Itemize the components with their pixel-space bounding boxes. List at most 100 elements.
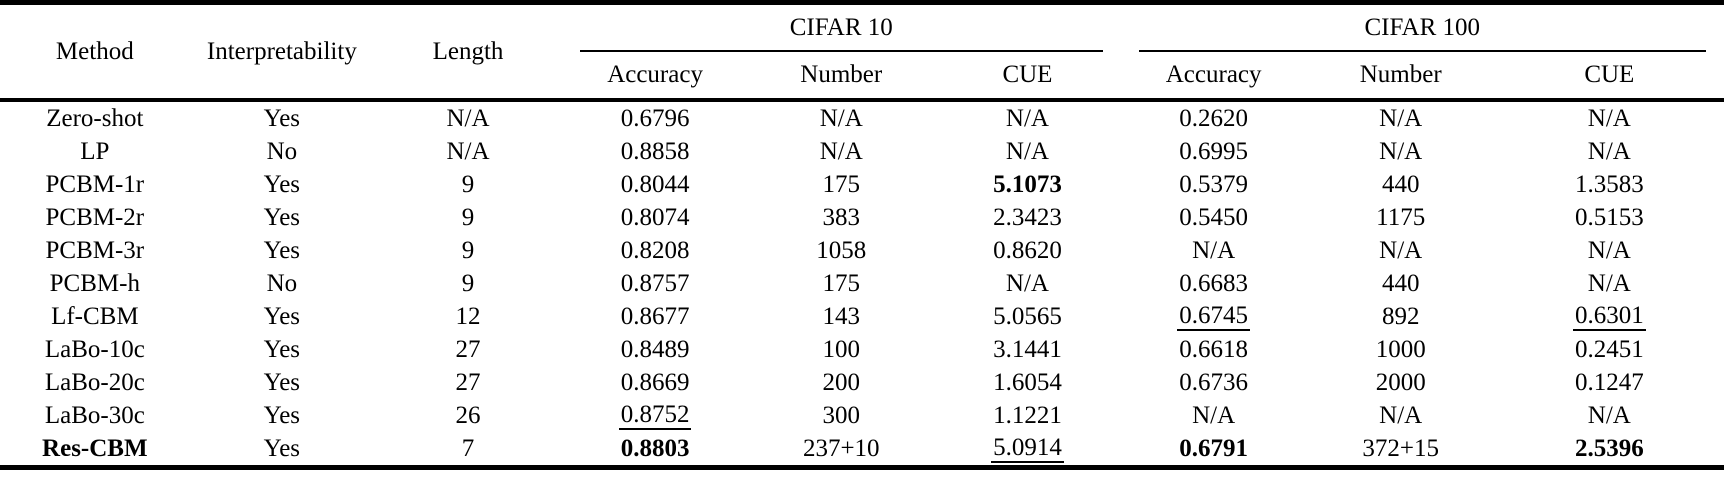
table-cell: PCBM-3r: [0, 234, 190, 267]
cell-value: N/A: [1587, 236, 1631, 264]
cell-value: Yes: [263, 368, 301, 396]
cell-value: Yes: [263, 203, 301, 231]
table-row: LaBo-30c Yes 26 0.8752 300 1.1221 N/A N/A N/A: [0, 399, 1724, 432]
table-cell: LaBo-20c: [0, 366, 190, 399]
cell-value: 0.5379: [1179, 170, 1249, 198]
cell-value: 0.8620: [993, 236, 1062, 264]
table-cell: 1.3583: [1495, 168, 1724, 201]
cell-value: 12: [455, 302, 481, 330]
table-cell: 5.0914: [934, 432, 1121, 470]
table-cell: N/A: [748, 135, 934, 168]
table-row: PCBM-1r Yes 9 0.8044 175 5.1073 0.5379 440 1.358…: [0, 168, 1724, 201]
cell-value: Yes: [263, 302, 301, 330]
table-cell: 0.6618: [1121, 333, 1307, 366]
cell-value: 5.0914: [991, 434, 1064, 463]
table-cell: 100: [748, 333, 934, 366]
table-cell: 892: [1307, 300, 1495, 333]
table-cell: 0.2620: [1121, 100, 1307, 135]
table-cell: N/A: [374, 135, 562, 168]
header-row-metrics: Accuracy Number CUE Accuracy Number CUE: [0, 52, 1724, 102]
cell-value: PCBM-2r: [45, 203, 145, 231]
cell-value: LaBo-30c: [44, 401, 145, 429]
table-cell: N/A: [1307, 135, 1495, 168]
col-header-cifar10-number: Number: [748, 52, 935, 102]
table-cell: 5.1073: [934, 168, 1120, 201]
table-cell: 200: [748, 366, 934, 399]
cell-value: 26: [455, 401, 481, 429]
cell-value: Yes: [263, 335, 301, 363]
cell-value: 1000: [1375, 335, 1426, 363]
cell-value: N/A: [446, 137, 490, 165]
col-header-cifar100-number: Number: [1306, 52, 1495, 102]
table-cell: 3.1441: [934, 333, 1120, 366]
table-cell: 143: [748, 300, 934, 333]
cell-value: 0.2451: [1574, 335, 1644, 363]
table-cell: 2.3423: [934, 201, 1120, 234]
cell-value: 9: [461, 203, 475, 231]
table-cell: N/A: [1495, 135, 1724, 168]
col-header-method: Method: [0, 2, 190, 102]
table-cell: Yes: [190, 300, 374, 333]
table-cell: 0.8858: [562, 135, 748, 168]
table-cell: 175: [748, 267, 934, 300]
table-cell: 7: [374, 432, 562, 470]
table-cell: 0.8803: [561, 432, 749, 470]
table-cell: N/A: [1121, 399, 1307, 432]
table-cell: 0.5379: [1121, 168, 1307, 201]
header-row-groups: Method Interpretability Length CIFAR 10 …: [0, 2, 1724, 102]
cell-value: 0.8803: [620, 434, 690, 462]
table-cell: Yes: [190, 399, 374, 432]
cell-value: 1175: [1376, 203, 1426, 231]
cell-value: N/A: [1005, 104, 1049, 132]
cell-value: 0.8858: [620, 137, 690, 165]
cell-value: No: [266, 137, 298, 165]
cell-value: LaBo-10c: [44, 335, 145, 363]
table-cell: 1000: [1307, 333, 1495, 366]
cell-value: N/A: [1005, 269, 1049, 297]
table-cell: N/A: [934, 267, 1120, 300]
table-cell: Yes: [190, 100, 374, 135]
cell-value: N/A: [1379, 401, 1423, 429]
table-cell: 26: [374, 399, 562, 432]
cell-value: 0.6301: [1572, 302, 1646, 331]
table-cell: N/A: [374, 100, 562, 135]
cell-value: 0.6683: [1179, 269, 1249, 297]
table-cell: N/A: [748, 100, 934, 135]
table-cell: 0.6791: [1120, 432, 1307, 470]
table-cell: N/A: [1307, 234, 1495, 267]
cell-value: LaBo-20c: [44, 368, 145, 396]
cell-value: N/A: [1587, 137, 1631, 165]
table-cell: 0.6995: [1121, 135, 1307, 168]
cell-value: 0.6618: [1179, 335, 1249, 363]
table-cell: N/A: [934, 100, 1120, 135]
cell-value: 383: [822, 203, 861, 231]
table-cell: N/A: [934, 135, 1120, 168]
table-cell: 0.8044: [562, 168, 748, 201]
cell-value: 3.1441: [993, 335, 1062, 363]
cell-value: 2.5396: [1574, 434, 1644, 462]
table-cell: 2000: [1307, 366, 1495, 399]
cell-value: N/A: [1192, 236, 1236, 264]
table-cell: 9: [374, 267, 562, 300]
cell-value: 372+15: [1362, 434, 1439, 462]
table-cell: 1175: [1307, 201, 1495, 234]
table-cell: 1058: [748, 234, 934, 267]
cell-value: 9: [461, 170, 475, 198]
table-cell: 1.1221: [934, 399, 1120, 432]
cell-value: Yes: [263, 236, 301, 264]
table-cell: LP: [0, 135, 190, 168]
cell-value: 9: [461, 236, 475, 264]
table-cell: Yes: [190, 366, 374, 399]
cell-value: 0.1247: [1574, 368, 1644, 396]
col-header-cifar10-cue: CUE: [934, 52, 1121, 102]
cell-value: 237+10: [802, 434, 880, 462]
cell-value: 27: [455, 368, 481, 396]
table-row: PCBM-2r Yes 9 0.8074 383 2.3423 0.5450 1175 0.51…: [0, 201, 1724, 234]
table-cell: 5.0565: [934, 300, 1120, 333]
table-cell: Yes: [190, 234, 374, 267]
cell-value: PCBM-1r: [45, 170, 145, 198]
cell-value: 7: [461, 434, 475, 462]
cell-value: N/A: [1379, 236, 1423, 264]
table-row: LaBo-20c Yes 27 0.8669 200 1.6054 0.6736 2000 0.…: [0, 366, 1724, 399]
